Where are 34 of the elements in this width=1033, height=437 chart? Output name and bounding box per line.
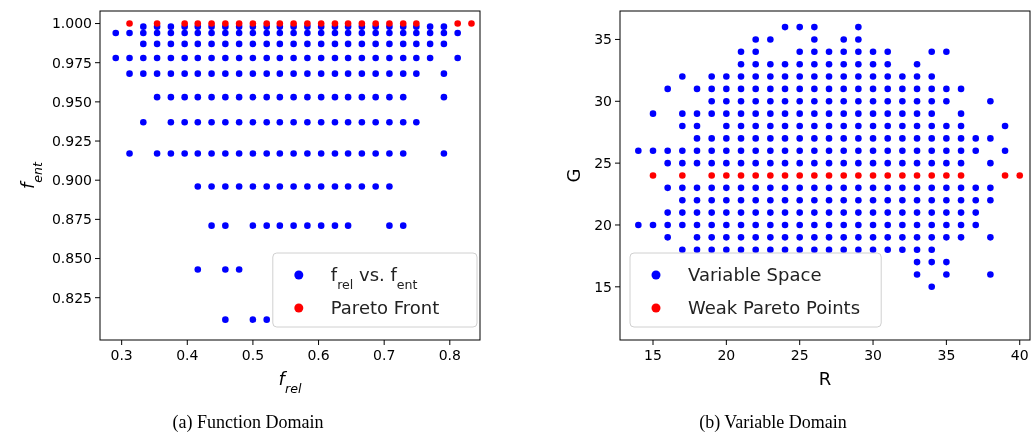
y-tick-label: 25 <box>594 155 612 172</box>
y-tick-label: 0.825 <box>51 289 92 306</box>
x-axis-title: R <box>818 368 832 389</box>
y-tick-label: 0.850 <box>51 250 92 267</box>
y-tick-label: 0.925 <box>51 132 92 149</box>
x-tick-label: 0.8 <box>438 347 461 363</box>
x-axis-title: f$_{rel}$ <box>278 368 302 396</box>
y-tick-label: 15 <box>594 278 612 295</box>
y-tick-label: 30 <box>594 93 612 110</box>
x-tick-label: 0.5 <box>241 347 265 363</box>
legend-label: Weak Pareto Points <box>688 297 861 319</box>
legend-label: Variable Space <box>688 264 822 286</box>
x-tick-label: 0.6 <box>307 347 330 363</box>
y-tick-label: 0.900 <box>51 172 92 189</box>
y-axis-title: G <box>563 168 585 183</box>
x-tick-label: 0.7 <box>373 347 396 363</box>
y-tick-label: 20 <box>594 216 612 233</box>
x-tick-label: 35 <box>937 347 956 363</box>
x-tick-label: 40 <box>1010 347 1029 363</box>
x-tick-label: 25 <box>790 347 809 363</box>
x-tick-label: 0.4 <box>176 347 199 363</box>
y-tick-label: 35 <box>594 31 612 48</box>
legend-label: f$_{rel}$ vs. f$_{ent}$ <box>330 264 418 292</box>
text: (a) Function Domain <box>172 412 324 433</box>
y-tick-label: 0.950 <box>51 93 92 110</box>
text: (b) Variable Domain <box>699 412 847 433</box>
x-tick-label: 15 <box>644 347 662 363</box>
legend-label: Pareto Front <box>330 297 440 319</box>
y-tick-label: 1.000 <box>51 15 92 32</box>
x-tick-label: 20 <box>717 347 736 363</box>
x-tick-label: 30 <box>864 347 882 363</box>
y-tick-label: 0.975 <box>51 54 92 71</box>
x-tick-label: 0.3 <box>110 347 133 363</box>
y-tick-label: 0.875 <box>51 211 92 228</box>
